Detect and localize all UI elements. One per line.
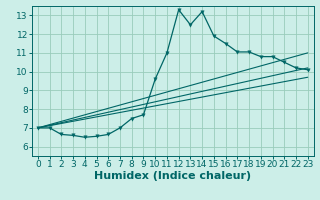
- X-axis label: Humidex (Indice chaleur): Humidex (Indice chaleur): [94, 171, 252, 181]
